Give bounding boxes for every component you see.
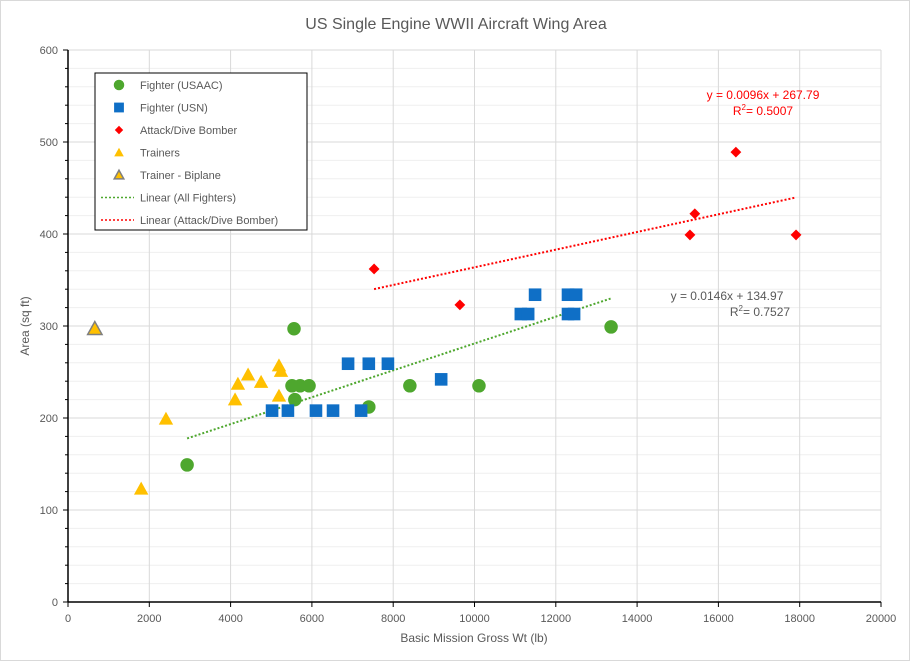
data-point — [472, 379, 486, 393]
data-point — [454, 299, 466, 311]
x-tick-label: 18000 — [784, 613, 815, 625]
data-point — [227, 392, 243, 406]
r2-value: = 0.7527 — [743, 305, 790, 319]
data-point — [684, 229, 696, 241]
legend-entry: Trainer - Biplane — [140, 170, 221, 182]
data-point — [569, 288, 583, 302]
y-tick-label: 200 — [40, 413, 58, 425]
data-point — [604, 320, 618, 334]
data-point — [381, 357, 395, 371]
y-tick-label: 0 — [52, 597, 58, 609]
trendline-equation-attack: y = 0.0096x + 267.79 R2 = 0.5007 — [707, 88, 820, 118]
data-point — [230, 376, 246, 390]
data-point — [302, 379, 316, 393]
y-tick-label: 100 — [40, 505, 58, 517]
x-tick-label: 12000 — [541, 613, 572, 625]
legend-entry: Fighter (USN) — [140, 103, 208, 115]
data-point — [567, 307, 581, 321]
data-point — [273, 363, 289, 377]
y-tick-label: 500 — [40, 137, 58, 149]
legend-marker — [114, 147, 124, 157]
r2-label: R2 — [730, 304, 744, 319]
x-axis-label: Basic Mission Gross Wt (lb) — [400, 631, 547, 645]
x-tick-label: 16000 — [703, 613, 734, 625]
chart-title: US Single Engine WWII Aircraft Wing Area — [305, 16, 607, 33]
data-point — [528, 288, 542, 302]
r2-value: = 0.5007 — [746, 104, 793, 118]
data-point — [240, 367, 256, 381]
legend-entry: Linear (Attack/Dive Bomber) — [140, 215, 278, 227]
data-point — [326, 404, 340, 417]
legend-marker — [114, 125, 124, 135]
data-point — [362, 357, 376, 371]
legend: Fighter (USAAC) Fighter (USN) Attack/Dive … — [94, 72, 308, 231]
data-point — [180, 458, 194, 472]
x-tick-label: 4000 — [218, 613, 242, 625]
data-point — [265, 404, 279, 417]
data-point — [281, 404, 295, 417]
data-point — [790, 229, 802, 241]
data-point — [133, 481, 149, 495]
x-tick-label: 2000 — [137, 613, 161, 625]
data-point — [287, 322, 301, 336]
x-tick-label: 10000 — [459, 613, 490, 625]
trendline — [373, 196, 797, 291]
data-point — [354, 404, 368, 417]
data-point — [309, 404, 323, 417]
equation-text: y = 0.0146x + 134.97 — [671, 289, 784, 303]
data-point — [730, 146, 742, 158]
data-point — [689, 208, 701, 220]
y-tick-label: 400 — [40, 229, 58, 241]
x-tick-label: 14000 — [622, 613, 653, 625]
legend-entry: Trainers — [140, 148, 180, 160]
legend-entry: Linear (All Fighters) — [140, 193, 236, 205]
x-tick-label: 8000 — [381, 613, 405, 625]
y-axis-label: Area (sq ft) — [18, 296, 32, 355]
legend-marker — [112, 168, 126, 180]
data-point — [341, 357, 355, 371]
y-tick-label: 300 — [40, 321, 58, 333]
y-tick-label: 600 — [40, 45, 58, 57]
legend-entry: Attack/Dive Bomber — [140, 125, 238, 137]
data-point — [403, 379, 417, 393]
data-point — [253, 374, 269, 388]
legend-marker — [113, 79, 125, 91]
equation-text: y = 0.0096x + 267.79 — [707, 88, 820, 102]
data-point — [521, 307, 535, 321]
x-tick-label: 6000 — [300, 613, 324, 625]
r2-label: R2 — [733, 103, 747, 118]
x-tick-label: 20000 — [866, 613, 897, 625]
data-point — [288, 392, 302, 407]
data-point — [368, 263, 380, 275]
legend-marker — [114, 102, 124, 113]
data-point — [158, 411, 174, 425]
data-point — [271, 388, 287, 402]
trendline-equation-fighters: y = 0.0146x + 134.97 R2 = 0.7527 — [671, 289, 791, 319]
trendline — [186, 297, 612, 440]
legend-entry: Fighter (USAAC) — [140, 80, 223, 92]
data-point — [434, 373, 448, 386]
x-tick-label: 0 — [65, 613, 71, 625]
data-point — [86, 320, 104, 336]
